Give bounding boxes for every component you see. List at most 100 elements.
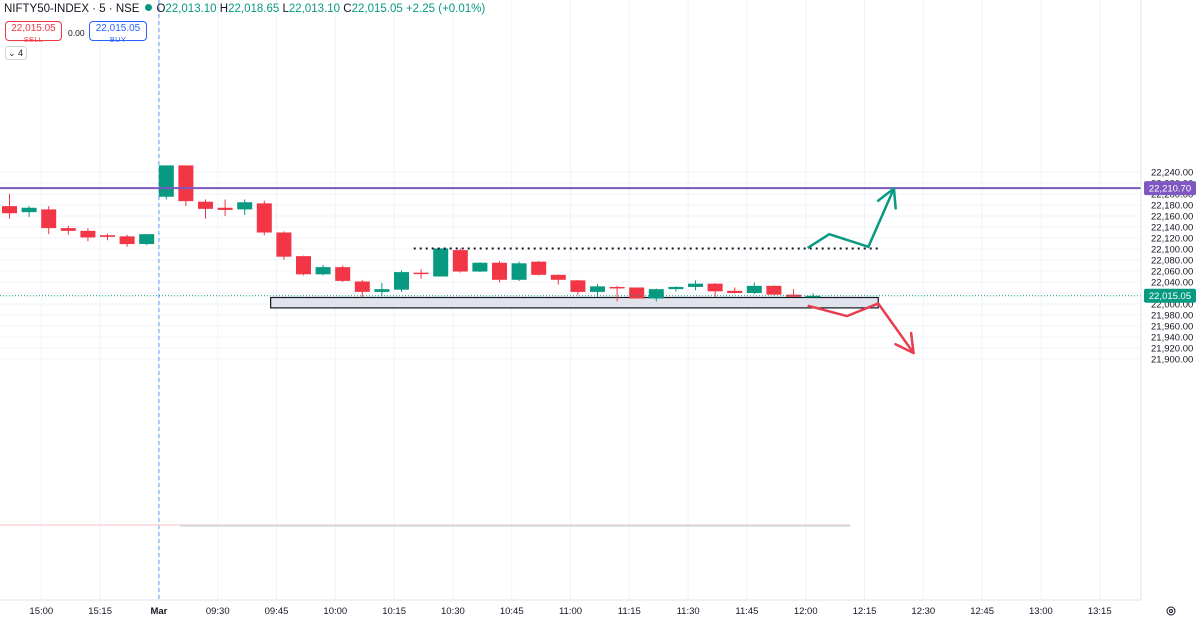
time-tick-label: 12:15: [853, 606, 877, 617]
candle-body[interactable]: [766, 285, 782, 295]
candle-body[interactable]: [550, 274, 566, 280]
candle[interactable]: [60, 225, 76, 235]
candle[interactable]: [433, 248, 449, 277]
candle-body[interactable]: [531, 261, 547, 275]
candle-body[interactable]: [609, 286, 625, 289]
bullish-arrow[interactable]: [807, 187, 896, 249]
candle[interactable]: [609, 285, 625, 302]
candle-body[interactable]: [100, 235, 115, 237]
price-axis[interactable]: 21,900.0021,920.0021,940.0021,960.0021,9…: [1151, 168, 1193, 366]
indicators-collapse-button[interactable]: ⌄ 4: [5, 46, 27, 60]
candle[interactable]: [590, 284, 605, 297]
support-zone-rect[interactable]: [270, 296, 879, 309]
candle[interactable]: [472, 262, 488, 273]
candle-body[interactable]: [198, 201, 213, 209]
candle[interactable]: [315, 264, 331, 276]
candle-body[interactable]: [746, 285, 762, 293]
candle-body[interactable]: [335, 267, 351, 281]
candle-body[interactable]: [60, 228, 76, 231]
drawings[interactable]: [0, 187, 1141, 355]
candle-body[interactable]: [296, 256, 311, 275]
candle[interactable]: [492, 261, 507, 283]
candle[interactable]: [354, 279, 370, 298]
candle-body[interactable]: [21, 207, 37, 213]
candle[interactable]: [139, 234, 155, 246]
support-zone[interactable]: [270, 296, 879, 309]
candle-body[interactable]: [139, 234, 155, 245]
candle-body[interactable]: [452, 250, 468, 272]
candle[interactable]: [786, 289, 801, 297]
candle-body[interactable]: [492, 262, 507, 280]
candle-body[interactable]: [354, 281, 370, 292]
candle-body[interactable]: [217, 207, 233, 210]
candle-body[interactable]: [472, 262, 488, 272]
candle-body[interactable]: [707, 283, 723, 292]
candle[interactable]: [550, 274, 566, 285]
candle-body[interactable]: [511, 263, 527, 280]
candle-body[interactable]: [276, 232, 292, 257]
candle-body[interactable]: [668, 286, 684, 290]
candle[interactable]: [531, 261, 547, 276]
candle-body[interactable]: [727, 290, 743, 293]
candle-body[interactable]: [786, 294, 801, 297]
candle[interactable]: [217, 199, 233, 217]
candle-body[interactable]: [119, 236, 135, 245]
candle-body[interactable]: [2, 206, 17, 214]
candle[interactable]: [452, 248, 468, 273]
candle[interactable]: [178, 165, 194, 207]
sell-button[interactable]: 22,015.05 SELL: [5, 21, 62, 44]
candle[interactable]: [2, 194, 17, 219]
candle-body[interactable]: [648, 289, 664, 299]
candle[interactable]: [727, 287, 743, 294]
candle[interactable]: [119, 234, 135, 247]
bearish-arrow[interactable]: [807, 302, 915, 354]
open-label: O: [156, 3, 166, 15]
candle-body[interactable]: [158, 165, 174, 197]
candle[interactable]: [237, 199, 253, 215]
candle-body[interactable]: [570, 280, 586, 292]
candle[interactable]: [41, 206, 57, 235]
candle-body[interactable]: [629, 287, 645, 299]
candle-body[interactable]: [315, 267, 331, 275]
candle-body[interactable]: [433, 248, 449, 277]
candle-body[interactable]: [688, 283, 703, 287]
candle[interactable]: [511, 261, 527, 281]
candle[interactable]: [629, 287, 645, 299]
candle[interactable]: [413, 269, 429, 279]
candle-body[interactable]: [413, 272, 429, 275]
candle[interactable]: [707, 283, 723, 298]
candle-body[interactable]: [178, 165, 194, 202]
candle-body[interactable]: [41, 209, 57, 229]
candle[interactable]: [100, 233, 115, 241]
candle[interactable]: [256, 200, 272, 236]
candle[interactable]: [158, 165, 174, 200]
settings-gear-icon[interactable]: [1166, 606, 1176, 616]
candle[interactable]: [276, 231, 292, 260]
candle[interactable]: [80, 228, 96, 242]
candle-body[interactable]: [80, 230, 96, 238]
candle-body[interactable]: [394, 272, 409, 290]
candle[interactable]: [648, 288, 664, 302]
symbol-title[interactable]: NIFTY50-INDEX · 5 · NSE: [4, 3, 140, 15]
candle[interactable]: [668, 286, 684, 292]
candle[interactable]: [335, 265, 351, 283]
candle[interactable]: [198, 199, 213, 219]
candle[interactable]: [570, 279, 586, 296]
candle-body[interactable]: [374, 289, 390, 292]
candle[interactable]: [766, 285, 782, 296]
candle[interactable]: [746, 282, 762, 295]
candle[interactable]: [21, 206, 37, 218]
candle-body[interactable]: [805, 295, 821, 298]
candle-body[interactable]: [237, 202, 253, 210]
candle-body[interactable]: [590, 286, 605, 292]
time-axis[interactable]: 4:4515:0015:15Mar09:3009:4510:0010:1510:…: [0, 606, 1112, 617]
candles[interactable]: [2, 165, 821, 302]
candle-body[interactable]: [256, 203, 272, 233]
candle[interactable]: [394, 270, 409, 292]
candle[interactable]: [688, 280, 703, 291]
candle[interactable]: [805, 293, 821, 298]
candle[interactable]: [296, 255, 311, 276]
buy-button[interactable]: 22,015.05 BUY: [89, 21, 147, 44]
candle[interactable]: [374, 283, 390, 297]
